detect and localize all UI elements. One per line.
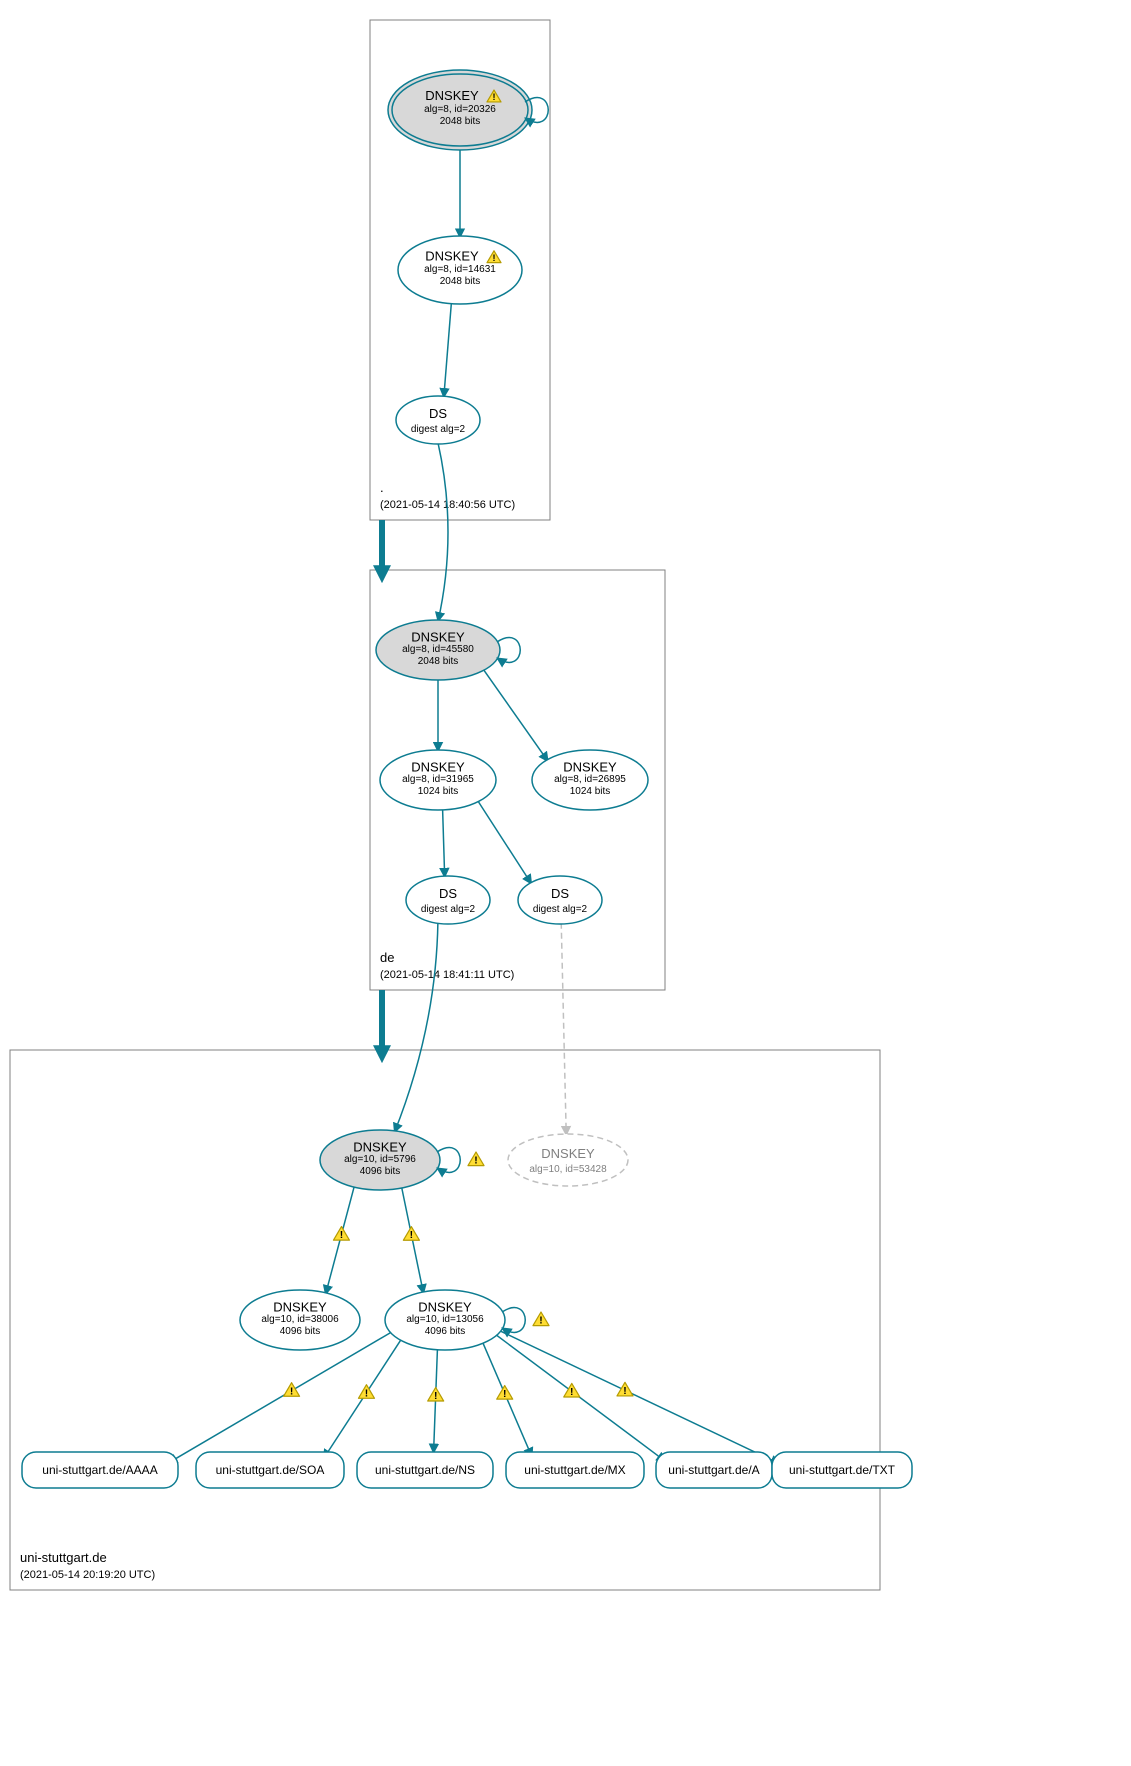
svg-text:!: ! <box>492 253 495 263</box>
svg-text:DNSKEY: DNSKEY <box>563 760 617 775</box>
svg-text:!: ! <box>492 92 495 102</box>
svg-text:DS: DS <box>429 406 447 421</box>
edge-de_zsk1-de_ds2 <box>477 800 531 884</box>
svg-text:DNSKEY: DNSKEY <box>411 760 465 775</box>
edge-de_zsk1-de_ds1 <box>443 808 445 877</box>
svg-text:alg=10, id=38006: alg=10, id=38006 <box>261 1314 339 1325</box>
svg-text:alg=8, id=45580: alg=8, id=45580 <box>402 644 474 655</box>
svg-text:DNSKEY: DNSKEY <box>425 248 479 263</box>
zone-label-root: . <box>380 480 384 495</box>
warning-icon: ! <box>533 1312 549 1327</box>
svg-text:alg=10, id=53428: alg=10, id=53428 <box>529 1164 607 1175</box>
node-de_zsk2: DNSKEYalg=8, id=268951024 bits <box>532 750 648 810</box>
warning-icon: ! <box>284 1383 300 1398</box>
svg-text:alg=10, id=13056: alg=10, id=13056 <box>406 1314 484 1325</box>
svg-text:!: ! <box>290 1386 293 1397</box>
svg-text:uni-stuttgart.de/A: uni-stuttgart.de/A <box>668 1463 759 1477</box>
svg-text:digest alg=2: digest alg=2 <box>533 904 588 915</box>
svg-text:digest alg=2: digest alg=2 <box>421 904 476 915</box>
zone-label-de: de <box>380 950 394 965</box>
node-uni_ksk: DNSKEYalg=10, id=57964096 bits! <box>320 1130 484 1190</box>
svg-text:alg=8, id=20326: alg=8, id=20326 <box>424 104 496 115</box>
svg-text:DNSKEY: DNSKEY <box>411 630 465 645</box>
node-rr_mx: uni-stuttgart.de/MX <box>506 1452 644 1488</box>
svg-text:DNSKEY: DNSKEY <box>425 88 479 103</box>
node-rr_aaaa: uni-stuttgart.de/AAAA <box>22 1452 178 1488</box>
node-de_ds2: DS digest alg=2 <box>518 876 602 924</box>
node-root_ds: DS digest alg=2 <box>396 396 480 444</box>
svg-text:DNSKEY: DNSKEY <box>273 1300 327 1315</box>
svg-text:alg=8, id=26895: alg=8, id=26895 <box>554 774 626 785</box>
warning-icon: ! <box>358 1385 374 1400</box>
svg-text:!: ! <box>539 1316 542 1327</box>
node-rr_txt: uni-stuttgart.de/TXT <box>772 1452 912 1488</box>
svg-text:uni-stuttgart.de/MX: uni-stuttgart.de/MX <box>524 1463 625 1477</box>
nodes-layer: DNSKEY!alg=8, id=203262048 bitsDNSKEY!al… <box>22 70 912 1488</box>
svg-text:digest alg=2: digest alg=2 <box>411 424 466 435</box>
svg-text:alg=8, id=31965: alg=8, id=31965 <box>402 774 474 785</box>
svg-text:!: ! <box>365 1388 368 1399</box>
node-uni_zsk2: DNSKEYalg=10, id=130564096 bits! <box>385 1290 549 1350</box>
svg-text:!: ! <box>340 1230 343 1241</box>
svg-text:DNSKEY: DNSKEY <box>418 1300 472 1315</box>
node-rr_soa: uni-stuttgart.de/SOA <box>196 1452 344 1488</box>
svg-text:1024 bits: 1024 bits <box>418 786 459 797</box>
warning-icon: ! <box>497 1386 513 1401</box>
svg-text:uni-stuttgart.de/AAAA: uni-stuttgart.de/AAAA <box>42 1463 157 1477</box>
svg-text:DNSKEY: DNSKEY <box>353 1140 407 1155</box>
svg-text:uni-stuttgart.de/TXT: uni-stuttgart.de/TXT <box>789 1463 896 1477</box>
svg-text:4096 bits: 4096 bits <box>280 1326 321 1337</box>
svg-text:alg=8, id=14631: alg=8, id=14631 <box>424 264 496 275</box>
warning-icon: ! <box>428 1387 444 1402</box>
edge-de_ds2-uni_faded <box>561 923 566 1136</box>
svg-text:!: ! <box>623 1386 626 1397</box>
dnssec-diagram: .(2021-05-14 18:40:56 UTC)de(2021-05-14 … <box>0 0 1131 1766</box>
svg-text:2048 bits: 2048 bits <box>440 276 481 287</box>
edge-uni_zsk2-rr_txt <box>498 1330 779 1464</box>
node-uni_faded: DNSKEY alg=10, id=53428 <box>508 1134 628 1186</box>
svg-text:!: ! <box>410 1230 413 1241</box>
warning-icon: ! <box>617 1382 633 1397</box>
svg-text:1024 bits: 1024 bits <box>570 786 611 797</box>
svg-text:DNSKEY: DNSKEY <box>541 1146 595 1161</box>
zone-timestamp-de: (2021-05-14 18:41:11 UTC) <box>380 969 514 981</box>
svg-text:uni-stuttgart.de/SOA: uni-stuttgart.de/SOA <box>216 1463 325 1477</box>
zone-label-uni: uni-stuttgart.de <box>20 1550 107 1565</box>
node-uni_zsk1: DNSKEYalg=10, id=380064096 bits <box>240 1290 360 1350</box>
node-de_zsk1: DNSKEYalg=8, id=319651024 bits <box>380 750 496 810</box>
warning-icon: ! <box>564 1383 580 1398</box>
zone-timestamp-uni: (2021-05-14 20:19:20 UTC) <box>20 1569 155 1581</box>
node-root_zsk: DNSKEY!alg=8, id=146312048 bits <box>398 236 522 304</box>
warning-icon: ! <box>333 1227 349 1242</box>
svg-text:!: ! <box>570 1387 573 1398</box>
node-rr_ns: uni-stuttgart.de/NS <box>357 1452 493 1488</box>
svg-text:DS: DS <box>439 886 457 901</box>
svg-text:2048 bits: 2048 bits <box>440 116 481 127</box>
node-de_ds1: DS digest alg=2 <box>406 876 490 924</box>
edge-de_ksk-de_zsk2 <box>483 669 548 762</box>
svg-text:4096 bits: 4096 bits <box>360 1166 401 1177</box>
svg-text:!: ! <box>434 1391 437 1402</box>
node-rr_a: uni-stuttgart.de/A <box>656 1452 772 1488</box>
svg-text:uni-stuttgart.de/NS: uni-stuttgart.de/NS <box>375 1463 475 1477</box>
edge-root_zsk-root_ds <box>444 302 452 397</box>
node-root_ksk: DNSKEY! alg=8, id=203262048 bits <box>388 70 548 150</box>
svg-text:4096 bits: 4096 bits <box>425 1326 466 1337</box>
svg-text:!: ! <box>503 1389 506 1400</box>
svg-text:alg=10, id=5796: alg=10, id=5796 <box>344 1154 416 1165</box>
svg-text:2048 bits: 2048 bits <box>418 656 459 667</box>
edge-de_ds1-uni_ksk <box>394 922 437 1132</box>
warning-icon: ! <box>403 1227 419 1242</box>
svg-text:DS: DS <box>551 886 569 901</box>
svg-text:!: ! <box>474 1156 477 1167</box>
edge-root_ds-de_ksk <box>438 443 448 622</box>
node-de_ksk: DNSKEYalg=8, id=455802048 bits <box>376 620 520 680</box>
warning-icon: ! <box>468 1152 484 1167</box>
